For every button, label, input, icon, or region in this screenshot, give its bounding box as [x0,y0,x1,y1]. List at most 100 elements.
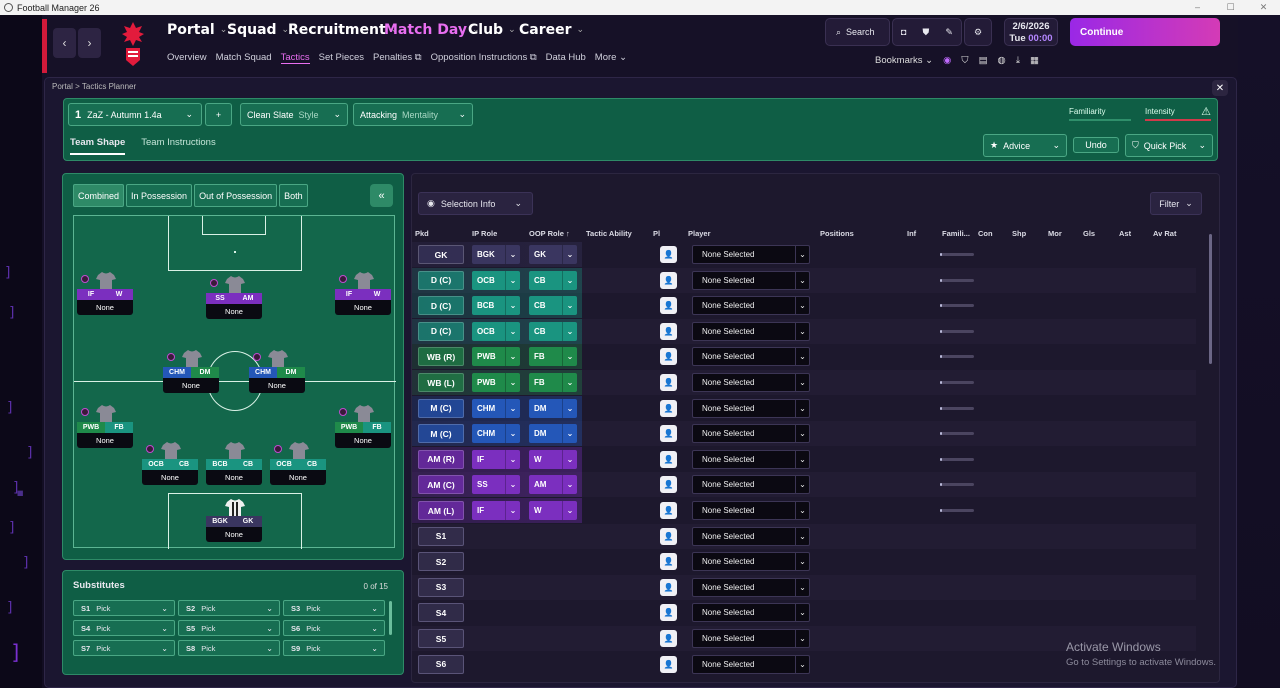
player-select[interactable]: None Selected ⌄ [692,424,810,444]
mentality-selector[interactable]: Attacking Mentality ⌄ [353,103,473,126]
filter-button[interactable]: Filter ⌄ [1150,192,1202,215]
chat-icon[interactable]: ◉ [943,55,952,66]
column-header[interactable]: Tactic Ability [586,229,632,238]
menu-squad[interactable]: Squad ⌄ [227,22,289,38]
tab-combined[interactable]: Combined [73,184,125,207]
subnav-overview[interactable]: Overview [167,52,207,63]
game-date[interactable]: 2/6/2026 Tue 00:00 [1004,18,1058,46]
sub-slot[interactable]: S7 Pick ⌄ [73,640,175,656]
picked-position[interactable]: AM (L) [418,501,464,520]
table-row[interactable]: M (C) CHM ⌄ DM ⌄ 👤 None Selected ⌄ [412,421,1196,447]
table-row[interactable]: S4 👤 None Selected ⌄ [412,600,1196,625]
table-row[interactable]: D (C) OCB ⌄ CB ⌄ 👤 None Selected ⌄ [412,318,1196,344]
player-info-button[interactable]: 👤 [660,502,677,519]
column-header[interactable]: Con [978,229,993,238]
ip-role-select[interactable]: PWB ⌄ [472,347,520,367]
player-select[interactable]: None Selected ⌄ [692,603,810,623]
player-select[interactable]: None Selected ⌄ [692,270,810,290]
player-select[interactable]: None Selected ⌄ [692,526,810,546]
sub-slot[interactable]: S8 Pick ⌄ [178,640,280,656]
oop-role-select[interactable]: DM ⌄ [529,398,577,418]
table-row[interactable]: M (C) CHM ⌄ DM ⌄ 👤 None Selected ⌄ [412,395,1196,421]
menu-match-day[interactable]: Match Day ⌄ [384,22,480,38]
player-info-button[interactable]: 👤 [660,450,677,468]
player-select[interactable]: None Selected ⌄ [692,552,810,572]
player-info-button[interactable]: 👤 [660,476,677,494]
subnav-set-pieces[interactable]: Set Pieces [318,52,365,63]
player-info-button[interactable]: 👤 [660,322,677,340]
position-slot-chm-dm-right[interactable]: CHM DM None [163,350,219,403]
oop-role-select[interactable]: CB ⌄ [529,296,577,316]
tactic-selector[interactable]: 1 ZaZ - Autumn 1.4a ⌄ [68,103,202,126]
ip-role-select[interactable]: IF ⌄ [472,501,520,520]
table-row[interactable]: S6 👤 None Selected ⌄ [412,652,1196,677]
tab-both[interactable]: Both [279,184,308,207]
picked-position[interactable]: S5 [418,629,464,648]
oop-role-select[interactable]: W ⌄ [529,449,577,469]
subnav-opposition-instructions[interactable]: Opposition Instructions ⧉ [431,52,537,64]
subnav-data-hub[interactable]: Data Hub [545,52,586,63]
ip-role-select[interactable]: IF ⌄ [472,449,520,469]
column-header[interactable]: Mor [1048,229,1062,238]
player-info-button[interactable]: 👤 [660,246,677,263]
oop-role-select[interactable]: CB ⌄ [529,321,577,341]
picked-position[interactable]: M (C) [418,398,464,418]
column-header[interactable]: Pl [653,229,661,238]
column-header[interactable]: Shp [1012,229,1027,238]
player-select[interactable]: None Selected ⌄ [692,321,810,341]
position-slot-if-w-left[interactable]: IF W None [335,272,391,325]
breadcrumb-root[interactable]: Portal [52,82,73,91]
subnav-match-squad[interactable]: Match Squad [215,52,272,63]
selection-info-dropdown[interactable]: ◉ Selection Info ⌄ [418,192,533,215]
close-window-button[interactable]: ✕ [1259,2,1268,12]
table-row[interactable]: AM (L) IF ⌄ W ⌄ 👤 None Selected ⌄ [412,498,1196,523]
menu-portal[interactable]: Portal ⌄ [167,22,227,38]
column-header[interactable]: Famili... [942,229,970,238]
table-row[interactable]: GK BGK ⌄ GK ⌄ 👤 None Selected ⌄ [412,242,1196,267]
bookmarks-dropdown[interactable]: Bookmarks ⌄ [875,55,934,66]
player-select[interactable]: None Selected ⌄ [692,629,810,648]
picked-position[interactable]: AM (R) [418,449,464,469]
sub-slot[interactable]: S5 Pick ⌄ [178,620,280,636]
tab-team-instructions[interactable]: Team Instructions [141,137,216,148]
picked-position[interactable]: S3 [418,577,464,597]
position-slot-chm-dm-left[interactable]: CHM DM None [249,350,305,403]
table-row[interactable]: S1 👤 None Selected ⌄ [412,523,1196,549]
player-info-button[interactable]: 👤 [660,630,677,647]
subnav-penalties[interactable]: Penalties ⧉ [373,52,422,64]
calendar-icon[interactable]: ▦ [1030,55,1040,66]
club-crest-icon[interactable] [120,20,146,68]
picked-position[interactable]: D (C) [418,270,464,290]
picked-position[interactable]: GK [418,245,464,264]
position-slot-ocb-cb-right[interactable]: OCB CB None [142,442,198,495]
oop-role-select[interactable]: AM ⌄ [529,475,577,495]
familiarity-meter[interactable]: Familiarity [1065,104,1137,122]
download-icon[interactable]: ⤓ [1015,55,1021,66]
player-info-button[interactable]: 👤 [660,399,677,417]
ip-role-select[interactable]: CHM ⌄ [472,398,520,418]
picked-position[interactable]: S2 [418,552,464,572]
ip-role-select[interactable]: SS ⌄ [472,475,520,495]
picked-position[interactable]: D (C) [418,296,464,316]
settings-button[interactable]: ⚙ [964,18,992,46]
player-info-button[interactable]: 👤 [660,348,677,366]
picked-position[interactable]: S1 [418,526,464,546]
forward-button[interactable]: › [78,28,101,58]
column-header[interactable]: IP Role [472,229,498,238]
column-header[interactable]: Ast [1119,229,1132,238]
player-select[interactable]: None Selected ⌄ [692,449,810,469]
table-row[interactable]: S5 👤 None Selected ⌄ [412,626,1196,651]
player-info-button[interactable]: 👤 [660,527,677,545]
ip-role-select[interactable]: BGK ⌄ [472,245,520,264]
table-row[interactable]: S3 👤 None Selected ⌄ [412,574,1196,600]
oop-role-select[interactable]: FB ⌄ [529,373,577,392]
tab-team-shape[interactable]: Team Shape [70,137,126,155]
player-select[interactable]: None Selected ⌄ [692,501,810,520]
player-info-button[interactable]: 👤 [660,271,677,289]
sub-slot[interactable]: S3 Pick ⌄ [283,600,385,616]
player-select[interactable]: None Selected ⌄ [692,398,810,418]
player-select[interactable]: None Selected ⌄ [692,373,810,392]
add-tactic-button[interactable]: + [205,103,232,126]
sub-slot[interactable]: S4 Pick ⌄ [73,620,175,636]
picked-position[interactable]: WB (L) [418,373,464,392]
